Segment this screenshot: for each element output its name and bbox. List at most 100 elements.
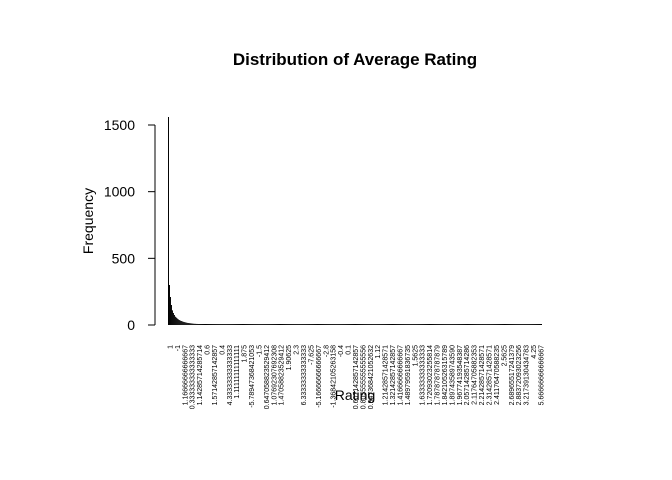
bar <box>286 324 288 325</box>
bar <box>464 324 466 325</box>
bar <box>272 324 274 325</box>
bar <box>427 324 429 325</box>
bar <box>495 324 497 325</box>
bar <box>242 324 244 325</box>
bar <box>358 324 360 325</box>
bar <box>262 324 264 325</box>
x-tick-label: 2.41176470588235 <box>494 345 501 405</box>
bar <box>195 323 197 325</box>
bar <box>392 324 394 325</box>
bar <box>339 324 341 325</box>
bar <box>497 324 499 325</box>
bar <box>467 324 469 325</box>
bar <box>426 324 428 325</box>
bar <box>470 324 472 325</box>
x-tick-label: 2.68965517241379 <box>509 345 516 405</box>
bar <box>359 324 361 325</box>
bar <box>331 324 333 325</box>
bar <box>326 324 328 325</box>
bar <box>229 324 231 325</box>
bar <box>501 324 503 325</box>
bar <box>413 324 415 325</box>
bar <box>223 324 225 325</box>
bar <box>264 324 266 325</box>
bar <box>380 324 382 325</box>
bar <box>530 324 532 325</box>
bar <box>504 324 506 325</box>
bar <box>478 324 480 325</box>
bar <box>389 324 391 325</box>
bar <box>283 324 285 325</box>
bar <box>258 324 260 325</box>
bar <box>513 324 515 325</box>
bar <box>284 324 286 325</box>
bar <box>318 324 320 325</box>
bar <box>348 324 350 325</box>
bar <box>431 324 433 325</box>
bar <box>271 324 273 325</box>
bar <box>241 324 243 325</box>
bar <box>248 324 250 325</box>
bar <box>479 324 481 325</box>
bar <box>267 324 269 325</box>
bar <box>232 324 234 325</box>
bar <box>294 324 296 325</box>
bar <box>372 324 374 325</box>
bar <box>524 324 526 325</box>
bar <box>379 324 381 325</box>
x-tick-label: 0.4 <box>219 345 226 355</box>
x-tick-label: -7.625 <box>308 345 315 365</box>
bar <box>410 324 412 325</box>
bar <box>375 324 377 325</box>
bar <box>416 324 418 325</box>
bar <box>393 324 395 325</box>
bar <box>489 324 491 325</box>
x-tick-label: -1.5 <box>256 345 263 357</box>
bar <box>469 324 471 325</box>
bar <box>539 324 541 325</box>
bar <box>505 324 507 325</box>
bar <box>217 324 219 325</box>
bar <box>520 324 522 325</box>
bar <box>378 324 380 325</box>
y-axis-label: Frequency <box>80 188 96 254</box>
bar <box>450 324 452 325</box>
bar <box>401 324 403 325</box>
x-tick-label: 1.84210526315789 <box>442 345 449 405</box>
x-tick-label: 1.72093023255814 <box>427 345 434 405</box>
bar <box>500 324 502 325</box>
bar <box>304 324 306 325</box>
x-tick-label: -1 <box>175 345 182 351</box>
bar <box>403 324 405 325</box>
bar <box>390 324 392 325</box>
bar <box>192 323 194 325</box>
bar <box>242 324 243 325</box>
bar <box>529 324 531 325</box>
bar <box>172 313 174 325</box>
bar <box>491 324 493 325</box>
bar <box>179 320 181 325</box>
bar <box>308 324 310 325</box>
bar <box>535 324 537 325</box>
bar <box>230 324 232 325</box>
bar <box>178 320 180 325</box>
x-tick-label: 1.63333333333333 <box>420 345 427 405</box>
bar <box>483 324 485 325</box>
bar <box>270 324 272 325</box>
bar <box>462 324 464 325</box>
bar <box>214 324 216 325</box>
bar <box>387 324 389 325</box>
bar <box>303 324 305 325</box>
bar <box>225 324 227 325</box>
bar <box>261 324 263 325</box>
x-tick-label: -5.16666666666667 <box>316 345 323 408</box>
bar <box>527 324 529 325</box>
bar <box>250 324 252 325</box>
x-tick-label: 1.875 <box>242 345 249 363</box>
bar <box>418 324 420 325</box>
bar <box>342 324 344 325</box>
bar <box>454 324 456 325</box>
bar <box>245 324 247 325</box>
bar <box>369 324 371 325</box>
